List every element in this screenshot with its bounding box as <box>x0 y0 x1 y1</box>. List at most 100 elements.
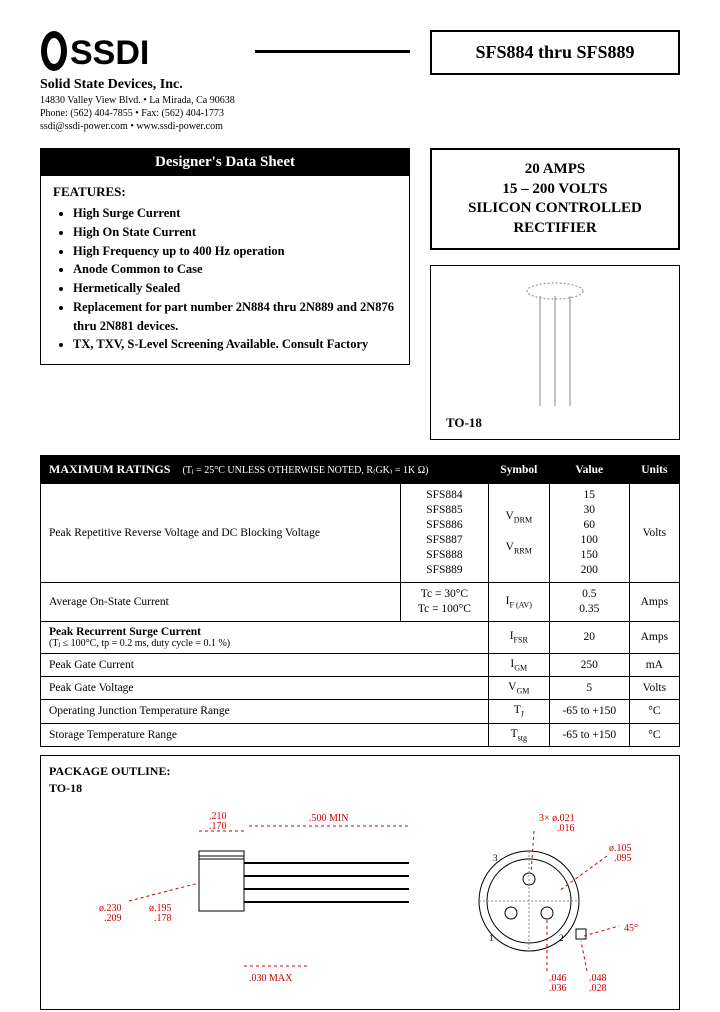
feature-item: High Surge Current <box>73 204 397 223</box>
svg-text:2: 2 <box>559 933 564 943</box>
to18-drawing <box>505 276 605 416</box>
table-row: Peak Gate Current IGM 250 mA <box>41 653 680 676</box>
spec-line: 20 AMPS <box>442 160 668 180</box>
outline-drawing: .210 .170 .500 MIN ø.230 .209 ø.195 .178… <box>49 801 671 1001</box>
symbol-cell: IFSR <box>488 621 549 653</box>
char-sub: (Tⱼ ≤ 100°C, tp = 0.2 ms, duty cycle = 0… <box>49 638 480 649</box>
designer-header: Designer's Data Sheet <box>41 149 409 176</box>
svg-text:.028: .028 <box>589 983 607 994</box>
spec-line: 15 – 200 VOLTS <box>442 180 668 200</box>
company-info: Solid State Devices, Inc. 14830 Valley V… <box>40 76 235 133</box>
ratings-table: MAXIMUM RATINGS (Tⱼ = 25°C UNLESS OTHERW… <box>40 455 680 747</box>
val: 30 <box>558 503 621 518</box>
svg-text:.170: .170 <box>209 821 227 832</box>
value-cell: 250 <box>549 653 629 676</box>
symbol-cell: Tstg <box>488 723 549 746</box>
units-cell: °C <box>629 700 679 723</box>
company-phone: Phone: (562) 404-7855 • Fax: (562) 404-1… <box>40 107 235 120</box>
col-symbol: Symbol <box>488 456 549 484</box>
svg-text:.030 MAX: .030 MAX <box>249 973 293 984</box>
char-cell: Peak Repetitive Reverse Voltage and DC B… <box>41 484 401 583</box>
char-text: Peak Repetitive Reverse Voltage and DC B… <box>49 526 392 541</box>
svg-text:.209: .209 <box>104 913 122 924</box>
company-address: 14830 Valley View Blvd. • La Mirada, Ca … <box>40 94 235 107</box>
col-value: Value <box>549 456 629 484</box>
units-cell: Volts <box>629 484 679 583</box>
company-web: ssdi@ssdi-power.com • www.ssdi-power.com <box>40 120 235 133</box>
table-header-row: MAXIMUM RATINGS (Tⱼ = 25°C UNLESS OTHERW… <box>41 456 680 484</box>
svg-text:45°: 45° <box>624 923 638 934</box>
char-cell: Peak Gate Current <box>41 653 489 676</box>
spec-box: 20 AMPS 15 – 200 VOLTS SILICON CONTROLLE… <box>430 148 680 250</box>
val: 0.5 <box>558 587 621 602</box>
char-cell: Peak Recurrent Surge Current (Tⱼ ≤ 100°C… <box>41 621 489 653</box>
company-name: Solid State Devices, Inc. <box>40 76 235 94</box>
package-label: TO-18 <box>446 415 482 431</box>
header-main: MAXIMUM RATINGS (Tⱼ = 25°C UNLESS OTHERW… <box>41 456 489 484</box>
features-column: Designer's Data Sheet FEATURES: High Sur… <box>40 148 410 440</box>
svg-text:.016: .016 <box>557 823 575 834</box>
val: 60 <box>558 518 621 533</box>
char-cell: Peak Gate Voltage <box>41 676 489 699</box>
svg-text:.095: .095 <box>614 853 632 864</box>
outline-section: PACKAGE OUTLINE: TO-18 .210 .170 .500 MI… <box>40 755 680 1010</box>
part-num: SFS887 <box>409 533 480 548</box>
feature-item: High Frequency up to 400 Hz operation <box>73 242 397 261</box>
part-title-box: SFS884 thru SFS889 <box>430 30 680 75</box>
table-row: Peak Gate Voltage VGM 5 Volts <box>41 676 680 699</box>
svg-text:.500 MIN: .500 MIN <box>309 813 348 824</box>
cond: Tc = 30°C <box>409 587 480 602</box>
svg-text:SSDI: SSDI <box>70 34 149 72</box>
table-row: Peak Recurrent Surge Current (Tⱼ ≤ 100°C… <box>41 621 680 653</box>
logo-block: SSDI Solid State Devices, Inc. 14830 Val… <box>40 30 235 133</box>
parts-cell: SFS884 SFS885 SFS886 SFS887 SFS888 SFS88… <box>401 484 489 583</box>
symbol-cell: VGM <box>488 676 549 699</box>
value-cell: 5 <box>549 676 629 699</box>
table-row: Storage Temperature Range Tstg -65 to +1… <box>41 723 680 746</box>
info-row: Designer's Data Sheet FEATURES: High Sur… <box>40 148 680 440</box>
outline-sub: TO-18 <box>49 781 671 796</box>
value-cell: 0.5 0.35 <box>549 582 629 621</box>
svg-text:.178: .178 <box>154 913 172 924</box>
part-num: SFS888 <box>409 548 480 563</box>
feature-item: Replacement for part number 2N884 thru 2… <box>73 298 397 336</box>
outline-svg: .210 .170 .500 MIN ø.230 .209 ø.195 .178… <box>49 801 669 1001</box>
char-cell: Average On-State Current <box>41 582 401 621</box>
cond-cell: Tc = 30°C Tc = 100°C <box>401 582 489 621</box>
header: SSDI Solid State Devices, Inc. 14830 Val… <box>40 30 680 133</box>
svg-text:3: 3 <box>493 853 498 863</box>
units-cell: Amps <box>629 582 679 621</box>
units-cell: mA <box>629 653 679 676</box>
char-cell: Storage Temperature Range <box>41 723 489 746</box>
header-cond: (Tⱼ = 25°C UNLESS OTHERWISE NOTED, R₍GK₎… <box>182 465 428 476</box>
spec-line: SILICON CONTROLLED <box>442 199 668 219</box>
header-main-text: MAXIMUM RATINGS <box>49 462 170 476</box>
units-cell: Amps <box>629 621 679 653</box>
value-cell: -65 to +150 <box>549 700 629 723</box>
table-row: Operating Junction Temperature Range TJ … <box>41 700 680 723</box>
svg-text:1: 1 <box>489 933 494 943</box>
cond: Tc = 100°C <box>409 602 480 617</box>
char-text: Peak Recurrent Surge Current <box>49 626 480 638</box>
designer-box: Designer's Data Sheet FEATURES: High Sur… <box>40 148 410 365</box>
part-num: SFS885 <box>409 503 480 518</box>
features-list: High Surge Current High On State Current… <box>41 204 409 354</box>
table-row: Average On-State Current Tc = 30°C Tc = … <box>41 582 680 621</box>
feature-item: High On State Current <box>73 223 397 242</box>
ssdi-logo: SSDI <box>40 30 180 72</box>
header-divider <box>255 50 410 53</box>
part-title: SFS884 thru SFS889 <box>475 42 634 62</box>
value-cell: -65 to +150 <box>549 723 629 746</box>
units-cell: °C <box>629 723 679 746</box>
feature-item: TX, TXV, S-Level Screening Available. Co… <box>73 335 397 354</box>
val: 15 <box>558 488 621 503</box>
val: 100 <box>558 533 621 548</box>
units-cell: Volts <box>629 676 679 699</box>
svg-text:.036: .036 <box>549 983 567 994</box>
part-num: SFS889 <box>409 563 480 578</box>
symbol-cell: IF (AV) <box>488 582 549 621</box>
spec-column: 20 AMPS 15 – 200 VOLTS SILICON CONTROLLE… <box>430 148 680 440</box>
col-units: Units <box>629 456 679 484</box>
spec-line: RECTIFIER <box>442 219 668 239</box>
symbol-cell: IGM <box>488 653 549 676</box>
